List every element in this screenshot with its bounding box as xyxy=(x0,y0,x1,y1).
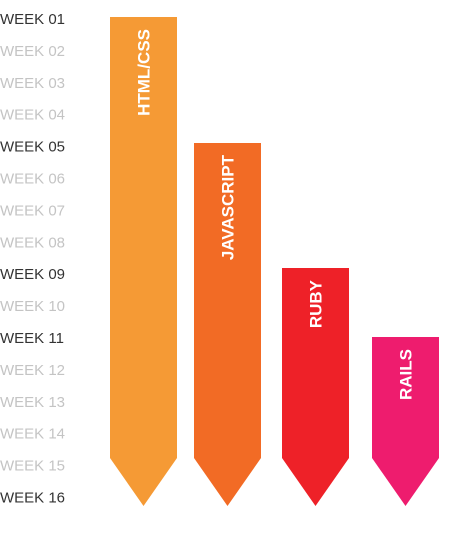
bar-label-rails: RAILS xyxy=(397,349,416,400)
week-label-6: WEEK 06 xyxy=(0,171,65,188)
week-label-11: WEEK 11 xyxy=(0,330,64,347)
bar-label-html-css: HTML/CSS xyxy=(135,29,154,116)
week-labels: WEEK 01 WEEK 02 WEEK 03 WEEK 04 WEEK 05 WEEK … xyxy=(0,11,65,507)
week-label-8: WEEK 08 xyxy=(0,234,65,251)
week-label-15: WEEK 15 xyxy=(0,458,65,475)
week-label-2: WEEK 02 xyxy=(0,43,65,60)
bar-ruby xyxy=(282,268,349,506)
course-bars: HTML/CSS JAVASCRIPT RUBY RAILS xyxy=(110,17,439,506)
week-label-12: WEEK 12 xyxy=(0,362,65,379)
week-label-7: WEEK 07 xyxy=(0,202,65,219)
bar-label-ruby: RUBY xyxy=(307,279,326,328)
week-label-13: WEEK 13 xyxy=(0,394,65,411)
week-label-4: WEEK 04 xyxy=(0,107,65,124)
bar-label-javascript: JAVASCRIPT xyxy=(219,154,238,260)
bar-javascript xyxy=(194,143,261,506)
week-label-9: WEEK 09 xyxy=(0,266,65,283)
week-label-16: WEEK 16 xyxy=(0,490,65,507)
week-label-1: WEEK 01 xyxy=(0,11,65,28)
bar-html-css xyxy=(110,17,177,506)
bar-rails xyxy=(372,337,439,506)
week-label-5: WEEK 05 xyxy=(0,139,65,156)
week-label-14: WEEK 14 xyxy=(0,426,65,443)
week-label-10: WEEK 10 xyxy=(0,298,65,315)
week-label-3: WEEK 03 xyxy=(0,75,65,92)
